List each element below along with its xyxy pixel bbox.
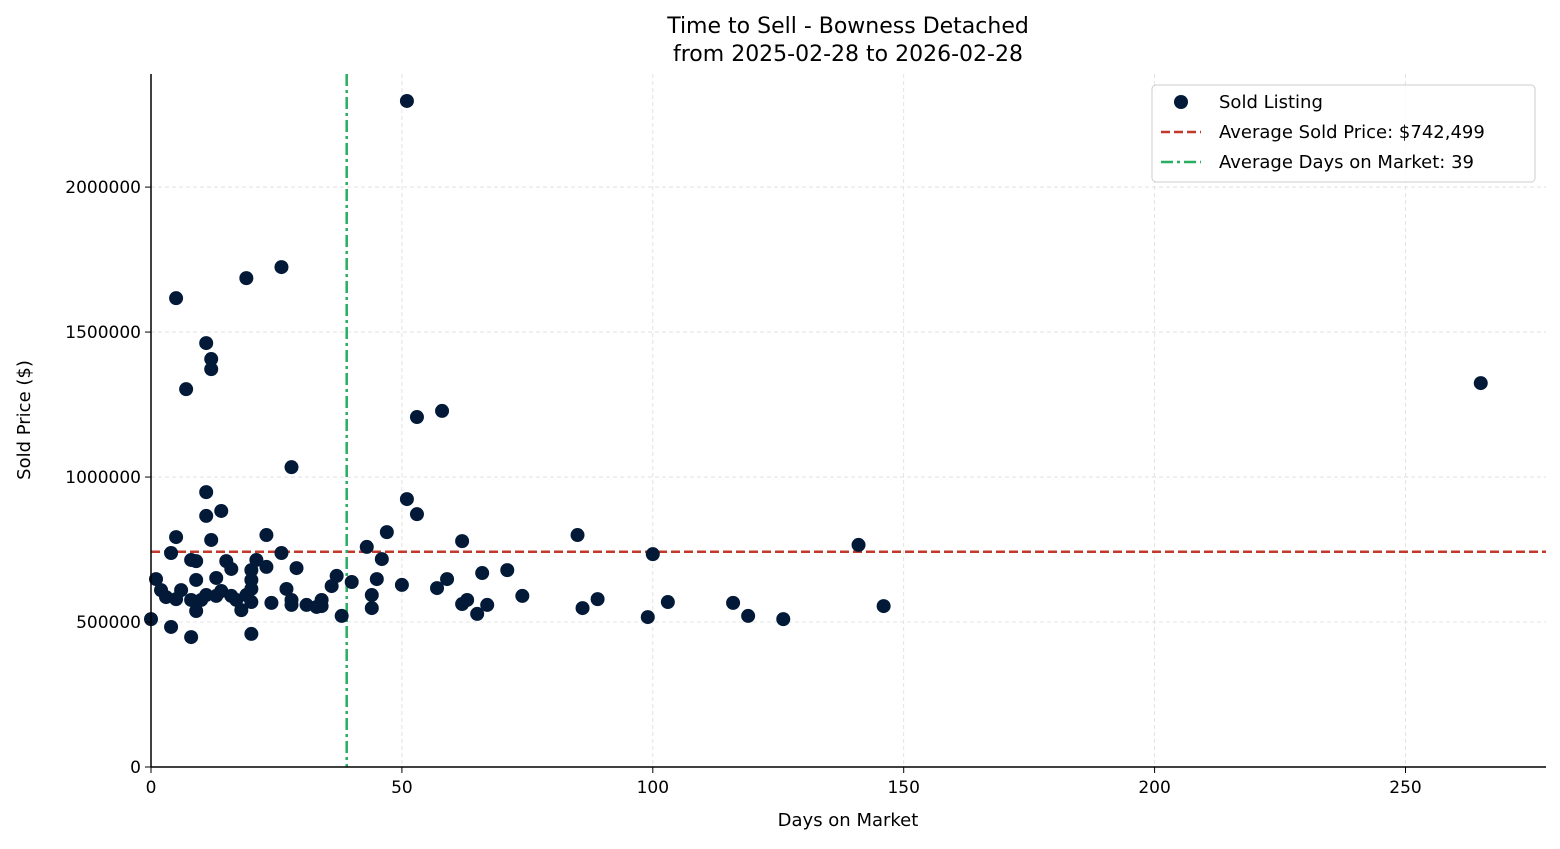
data-point	[741, 608, 756, 623]
data-point	[199, 508, 214, 523]
data-point	[174, 583, 189, 598]
data-point	[409, 507, 424, 522]
data-point	[399, 492, 414, 507]
data-point	[199, 485, 214, 500]
legend-label-points: Sold Listing	[1219, 92, 1323, 113]
data-point	[364, 588, 379, 603]
data-point	[274, 260, 289, 275]
x-tick-label: 250	[1389, 778, 1421, 798]
data-point	[259, 559, 274, 574]
data-point	[259, 528, 274, 543]
data-point	[374, 552, 389, 567]
data-point	[575, 601, 590, 616]
axes: 0 50 100 150 200 250 0 500000 1000000 1500000 2000…	[65, 74, 1546, 798]
legend-label-avg-price: Average Sold Price: $742,499	[1219, 122, 1485, 143]
x-tick-label: 50	[391, 778, 413, 798]
data-point	[184, 592, 199, 607]
data-point	[279, 581, 294, 596]
data-point	[189, 554, 204, 569]
data-point	[590, 592, 605, 607]
x-tick-label: 150	[887, 778, 919, 798]
data-point	[249, 552, 264, 567]
data-point	[234, 603, 249, 618]
data-point	[640, 610, 655, 625]
data-point	[480, 597, 495, 612]
data-point	[1473, 376, 1488, 391]
x-tick-label: 100	[637, 778, 669, 798]
reference-lines	[151, 74, 1546, 767]
data-point	[264, 595, 279, 610]
data-point	[314, 599, 329, 614]
data-point	[334, 608, 349, 623]
data-points	[144, 93, 1488, 645]
x-tick-label: 200	[1138, 778, 1170, 798]
data-point	[359, 539, 374, 554]
data-point	[455, 534, 470, 549]
data-point	[164, 619, 179, 634]
data-point	[189, 604, 204, 619]
data-point	[209, 570, 224, 585]
data-point	[460, 592, 475, 607]
data-point	[344, 575, 359, 590]
data-point	[430, 581, 445, 596]
data-point	[409, 410, 424, 425]
data-point	[726, 595, 741, 610]
data-point	[199, 336, 214, 351]
data-point	[364, 601, 379, 616]
data-point	[776, 612, 791, 627]
data-point	[179, 382, 194, 397]
chart-title: Time to Sell - Bowness Detached	[666, 14, 1029, 39]
data-point	[394, 577, 409, 592]
x-axis-label: Days on Market	[778, 810, 919, 831]
legend: Sold Listing Average Sold Price: $742,49…	[1151, 84, 1536, 183]
data-point	[660, 595, 675, 610]
data-point	[570, 528, 585, 543]
data-point	[164, 546, 179, 561]
data-point	[224, 561, 239, 576]
data-point	[244, 595, 259, 610]
data-point	[369, 572, 384, 587]
data-point	[199, 588, 214, 603]
data-point	[189, 572, 204, 587]
data-point	[440, 572, 455, 587]
data-point	[204, 362, 219, 377]
x-tick-label: 0	[146, 778, 157, 798]
data-point	[284, 597, 299, 612]
data-point	[475, 566, 490, 581]
y-tick-label: 2000000	[65, 178, 141, 198]
data-point	[645, 547, 660, 562]
y-tick-label: 1500000	[65, 323, 141, 343]
data-point	[284, 460, 299, 475]
data-point	[239, 271, 254, 286]
data-point	[851, 537, 866, 552]
chart-subtitle: from 2025-02-28 to 2026-02-28	[673, 42, 1023, 67]
data-point	[289, 561, 304, 576]
data-point	[876, 599, 891, 614]
data-point	[149, 572, 164, 587]
data-point	[329, 568, 344, 583]
data-point	[169, 530, 184, 545]
data-point	[214, 503, 229, 518]
y-tick-label: 0	[130, 758, 141, 778]
data-point	[274, 546, 289, 561]
legend-marker-points	[1174, 95, 1188, 109]
data-point	[515, 588, 530, 603]
data-point	[204, 532, 219, 547]
y-axis-label: Sold Price ($)	[14, 360, 35, 480]
data-point	[399, 93, 414, 108]
legend-label-avg-days: Average Days on Market: 39	[1219, 152, 1474, 173]
data-point	[169, 291, 184, 306]
y-tick-label: 500000	[76, 613, 141, 633]
y-tick-label: 1000000	[65, 468, 141, 488]
data-point	[470, 606, 485, 621]
data-point	[435, 403, 450, 418]
data-point	[184, 630, 199, 645]
data-point	[500, 563, 515, 578]
data-point	[204, 352, 219, 367]
data-point	[244, 626, 259, 641]
data-point	[379, 525, 394, 540]
data-point	[244, 581, 259, 596]
